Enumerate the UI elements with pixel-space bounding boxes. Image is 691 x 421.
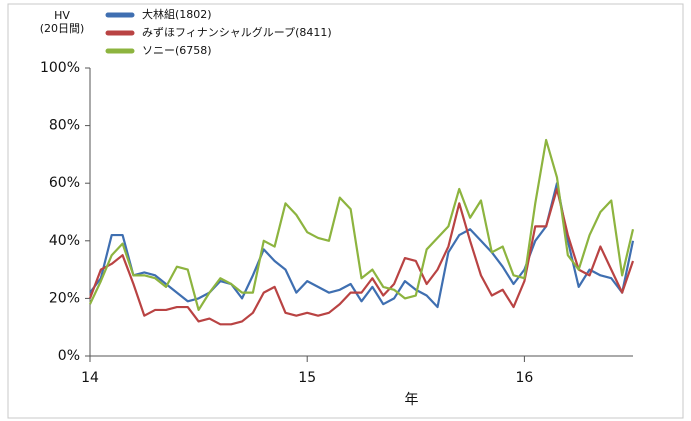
y-tick-label: 100% xyxy=(40,60,80,76)
series-line xyxy=(88,187,635,326)
y-tick-label: 40% xyxy=(49,233,80,249)
y-tick-label: 0% xyxy=(58,348,80,364)
y-tick-label: 20% xyxy=(49,290,80,306)
x-tick-label: 15 xyxy=(298,370,316,386)
x-tick-label: 14 xyxy=(81,370,99,386)
series-line xyxy=(89,182,635,309)
chart-frame xyxy=(7,3,684,419)
legend-label: ソニー(6758) xyxy=(142,44,212,57)
x-axis-label: 年 xyxy=(405,392,419,408)
legend-label: みずほフィナンシャルグループ(8411) xyxy=(142,25,332,39)
x-tick-label: 16 xyxy=(515,370,533,386)
y-axis-label: (20日間) xyxy=(40,22,85,35)
y-tick-label: 80% xyxy=(49,118,80,134)
series-line xyxy=(89,138,635,312)
y-tick-label: 60% xyxy=(49,175,80,191)
y-axis-label: HV xyxy=(54,9,70,22)
legend-label: 大林組(1802) xyxy=(142,7,212,21)
